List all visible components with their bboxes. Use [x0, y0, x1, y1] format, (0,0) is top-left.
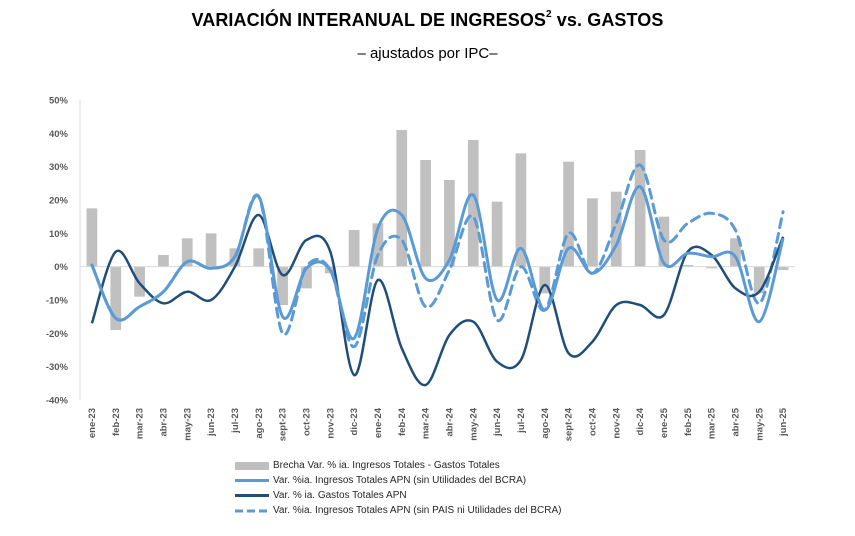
bar-brecha	[753, 266, 765, 294]
x-tick-label: jun-23	[206, 408, 217, 437]
legend-swatch-gastos	[235, 490, 269, 502]
chart-legend: Brecha Var. % ia. Ingresos Totales - Gas…	[235, 458, 561, 518]
bar-brecha	[539, 266, 551, 294]
x-tick-label: mar-24	[421, 407, 432, 439]
chart-subtitle: – ajustados por IPC–	[357, 45, 498, 62]
bar-brecha	[563, 161, 574, 267]
x-tick-label: sept-24	[564, 407, 575, 441]
x-tick-label: feb-25	[683, 407, 694, 436]
x-tick-label: jul-23	[230, 408, 241, 434]
bar-brecha	[730, 238, 741, 267]
bar-brecha	[491, 201, 503, 267]
bar-brecha	[610, 191, 622, 267]
x-tick-label: dic-24	[635, 407, 646, 435]
y-tick-label: -10%	[46, 296, 69, 307]
x-tick-label: ago-24	[540, 407, 551, 438]
bar-brecha	[515, 153, 527, 267]
line-ingresos-sin-pais	[90, 163, 785, 349]
legend-label-brecha: Brecha Var. % ia. Ingresos Totales - Gas…	[273, 460, 500, 471]
y-tick-label: 40%	[49, 129, 69, 140]
line-ingresos	[90, 185, 785, 340]
x-tick-label: jun-24	[492, 407, 503, 437]
chart-title: VARIACIÓN INTERANUAL DE INGRESOS2 vs. GA…	[191, 9, 664, 30]
x-tick-label: may-23	[182, 408, 193, 441]
legend-swatch-bar	[235, 460, 269, 472]
x-tick-label: mar-25	[707, 407, 718, 439]
bar-brecha	[181, 238, 193, 267]
x-tick-label: may-24	[468, 407, 479, 440]
bar-brecha	[467, 140, 479, 267]
y-tick-label: -20%	[46, 329, 69, 340]
x-tick-label: jul-24	[516, 407, 527, 434]
bar-brecha	[348, 230, 360, 267]
x-tick-label: nov-23	[325, 408, 336, 439]
bar-brecha	[396, 130, 408, 267]
x-tick-label: dic-23	[349, 408, 360, 435]
legend-swatch-dashed	[235, 505, 269, 517]
bar-brecha	[444, 180, 455, 267]
legend-swatch-ingresos	[235, 475, 269, 487]
x-tick-label: sept-23	[278, 408, 289, 441]
x-tick-label: mar-23	[135, 408, 146, 439]
x-tick-label: may-25	[754, 407, 765, 440]
x-tick-label: nov-24	[611, 407, 622, 438]
x-tick-label: jun-25	[778, 407, 789, 437]
x-tick-label: oct-24	[587, 407, 598, 436]
bar-brecha	[301, 266, 312, 289]
y-tick-label: -30%	[46, 362, 69, 373]
bar-brecha	[706, 266, 717, 269]
x-tick-label: ene-25	[659, 407, 670, 438]
legend-item-gastos: Var. % ia. Gastos Totales APN	[235, 488, 561, 503]
x-tick-label: abr-24	[444, 407, 455, 436]
x-tick-label: feb-24	[397, 407, 408, 436]
bar-brecha	[253, 248, 265, 267]
bar-brecha	[372, 223, 384, 267]
bar-brecha	[682, 265, 694, 267]
x-tick-label: ene-23	[87, 408, 98, 438]
legend-item-ingresos: Var. %ia. Ingresos Totales APN (sin Util…	[235, 473, 561, 488]
line-gastos	[90, 213, 785, 387]
x-tick-label: ago-23	[254, 408, 265, 439]
x-tick-label: oct-23	[301, 408, 312, 436]
bar-brecha	[110, 266, 122, 330]
x-tick-label: feb-23	[111, 408, 122, 436]
bar-brecha	[205, 233, 217, 267]
bar-brecha	[634, 150, 646, 267]
legend-label-gastos: Var. % ia. Gastos Totales APN	[273, 490, 407, 501]
bar-brecha	[777, 266, 789, 270]
y-tick-label: -40%	[46, 396, 69, 407]
y-tick-label: 50%	[49, 96, 69, 107]
legend-item-brecha: Brecha Var. % ia. Ingresos Totales - Gas…	[235, 458, 561, 473]
y-tick-label: 10%	[49, 229, 69, 240]
legend-item-ingresos-sin-pais: Var. %ia. Ingresos Totales APN (sin PAIS…	[235, 503, 561, 518]
y-tick-label: 0%	[54, 262, 68, 273]
x-tick-label: abr-25	[730, 407, 741, 436]
chart-plot: -40% -30% -20% -10% 0% 10% 20% 30% 40% 50% ene-23 f…	[46, 96, 795, 441]
bar-brecha	[158, 255, 169, 267]
x-tick-label: abr-23	[158, 408, 169, 437]
bar-brecha	[277, 266, 288, 305]
y-tick-label: 20%	[49, 196, 69, 207]
x-tick-label: ene-24	[373, 407, 384, 438]
y-tick-label: 30%	[49, 162, 69, 173]
bar-brecha	[86, 208, 98, 267]
legend-label-ingresos: Var. %ia. Ingresos Totales APN (sin Util…	[273, 475, 527, 486]
legend-label-ingresos-sin-pais: Var. %ia. Ingresos Totales APN (sin PAIS…	[273, 505, 562, 516]
bar-brecha	[587, 198, 598, 267]
bar-brecha	[420, 160, 431, 267]
